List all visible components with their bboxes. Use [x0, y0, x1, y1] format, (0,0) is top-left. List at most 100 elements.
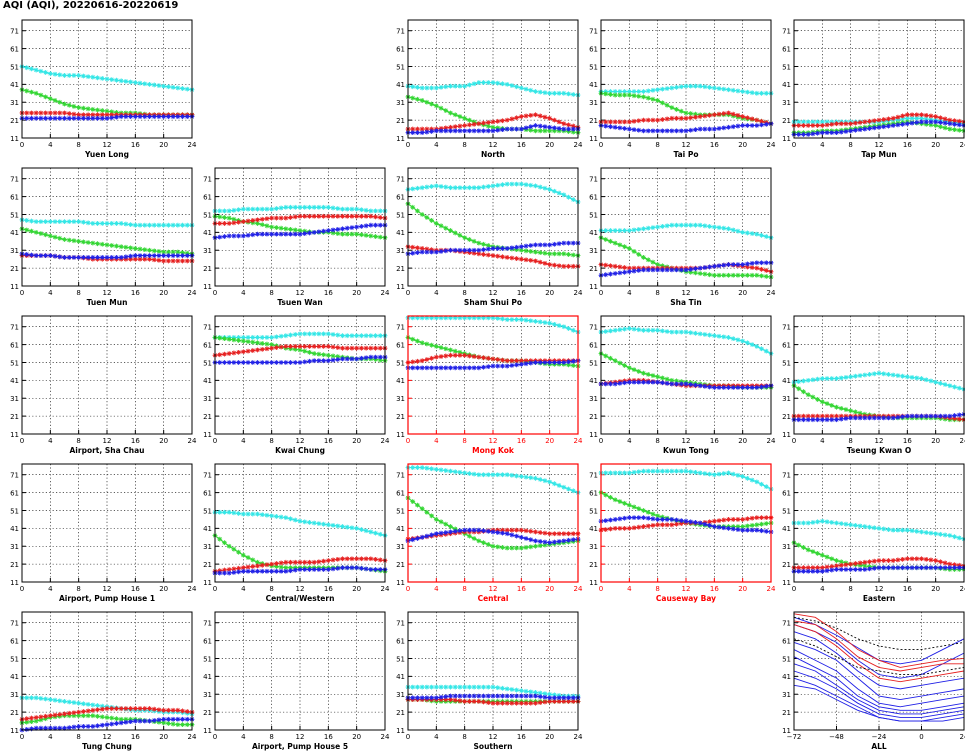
data-point — [669, 115, 675, 121]
y-tick-label: 11 — [589, 431, 598, 439]
data-point — [763, 121, 769, 127]
data-point — [570, 92, 576, 97]
data-point — [740, 474, 746, 479]
data-point — [264, 231, 270, 237]
data-point — [438, 84, 444, 90]
x-tick-label: 4 — [241, 585, 246, 593]
data-point — [90, 240, 96, 246]
data-point — [852, 373, 858, 379]
data-point — [617, 525, 623, 531]
data-point — [368, 556, 374, 562]
data-point — [956, 385, 962, 391]
data-point — [297, 331, 303, 337]
data-point — [222, 509, 227, 515]
data-point — [269, 342, 275, 348]
series-markers — [212, 343, 388, 358]
data-point — [655, 262, 661, 267]
data-point — [852, 561, 858, 566]
data-point — [259, 512, 265, 518]
data-point — [622, 363, 628, 368]
data-point — [250, 218, 256, 223]
data-point — [735, 524, 741, 529]
data-point — [759, 232, 764, 238]
data-point — [626, 515, 632, 521]
data-point — [481, 184, 486, 190]
data-point — [438, 694, 444, 700]
data-point — [316, 229, 322, 235]
data-point — [702, 271, 708, 277]
x-tick-label: 4 — [820, 141, 825, 149]
data-point — [956, 122, 962, 128]
y-tick-label: 31 — [203, 247, 212, 255]
y-tick-label: 41 — [589, 81, 598, 89]
data-point — [71, 238, 77, 244]
data-point — [608, 526, 613, 532]
data-point — [330, 522, 336, 528]
data-point — [740, 89, 746, 94]
data-point — [429, 129, 435, 134]
data-point — [561, 484, 567, 490]
data-point — [80, 724, 86, 729]
y-tick-label: 51 — [782, 655, 791, 663]
data-point — [909, 112, 915, 118]
data-point — [495, 530, 501, 535]
data-point — [683, 468, 689, 474]
data-point — [547, 251, 553, 257]
data-point — [570, 531, 576, 537]
data-point — [566, 252, 571, 257]
data-point — [462, 185, 468, 191]
data-point — [269, 206, 275, 212]
data-point — [410, 244, 416, 250]
data-point — [659, 100, 665, 106]
y-tick-label: 51 — [396, 63, 405, 71]
data-point — [871, 118, 877, 124]
data-point — [509, 181, 515, 187]
data-point — [542, 539, 548, 545]
y-tick-label: 61 — [10, 341, 19, 349]
data-point — [956, 118, 962, 124]
data-point — [363, 207, 369, 213]
x-tick-label: 16 — [324, 733, 333, 741]
data-point — [617, 470, 623, 476]
data-point — [518, 256, 524, 262]
data-point — [325, 358, 331, 364]
data-point — [476, 684, 482, 690]
data-point — [495, 363, 501, 369]
data-point — [678, 381, 684, 387]
data-point — [570, 129, 576, 135]
data-point — [871, 558, 877, 564]
x-tick-label: 0 — [406, 733, 410, 741]
data-point — [570, 126, 576, 132]
x-tick-label: 0 — [213, 437, 217, 445]
data-point — [707, 126, 713, 132]
x-tick-label: 20 — [159, 289, 168, 297]
data-point — [952, 127, 957, 133]
plot-frame — [793, 611, 965, 731]
data-point — [815, 519, 821, 525]
data-point — [617, 125, 623, 131]
data-point — [763, 484, 769, 490]
data-point — [547, 540, 553, 546]
data-point — [852, 409, 858, 415]
data-point — [509, 83, 515, 88]
data-point — [462, 684, 468, 690]
series-markers — [791, 119, 965, 137]
data-point — [655, 468, 661, 474]
data-point — [71, 700, 77, 705]
data-point — [518, 688, 524, 694]
data-point — [24, 65, 30, 71]
data-point — [170, 114, 176, 119]
data-point — [829, 402, 835, 408]
y-tick-label: 51 — [203, 211, 212, 219]
data-point — [217, 509, 223, 515]
y-tick-label: 11 — [589, 579, 598, 587]
data-point — [438, 249, 444, 254]
data-point — [316, 521, 322, 526]
x-tick-label: 0 — [213, 585, 217, 593]
data-point — [114, 254, 119, 260]
data-point — [419, 85, 425, 91]
data-point — [33, 718, 39, 724]
data-point — [466, 693, 472, 699]
data-point — [490, 128, 496, 134]
